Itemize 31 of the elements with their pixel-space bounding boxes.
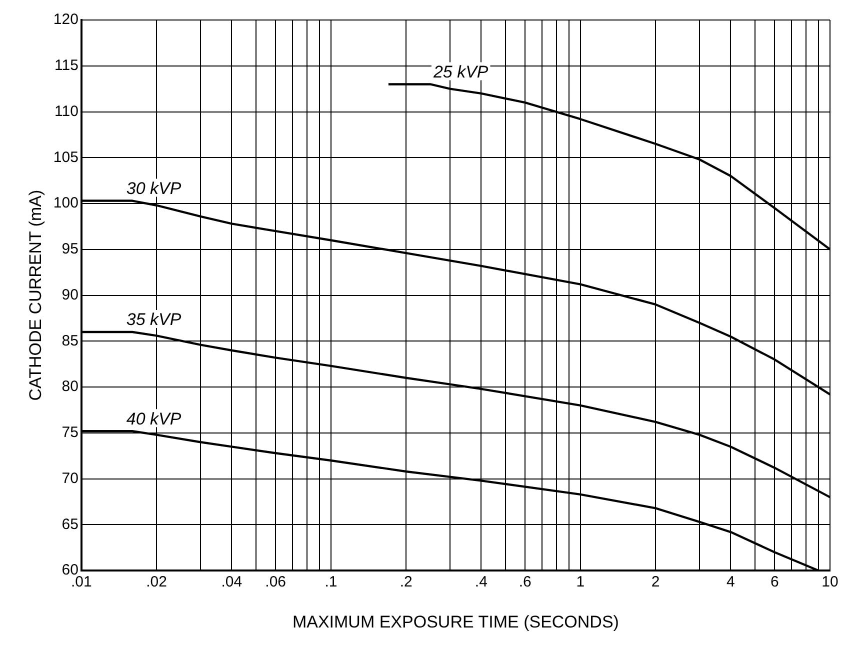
x-tick-label: .02 bbox=[146, 574, 167, 591]
y-tick-label: 75 bbox=[62, 424, 78, 442]
series-label: 40 kVP bbox=[126, 409, 182, 428]
x-tick-label: 2 bbox=[651, 574, 660, 591]
x-tick-label: .2 bbox=[400, 574, 412, 591]
x-tick-label: .04 bbox=[221, 574, 242, 591]
y-tick-label: 70 bbox=[62, 470, 78, 487]
y-tick-label: 105 bbox=[53, 148, 78, 166]
y-tick-label: 100 bbox=[53, 194, 78, 212]
y-tick-label: 115 bbox=[54, 57, 78, 74]
y-tick-label: 65 bbox=[62, 516, 78, 533]
series-label: 35 kVP bbox=[126, 310, 182, 330]
series-label: 25 kVP bbox=[432, 62, 489, 82]
x-tick-label: .06 bbox=[265, 574, 286, 591]
x-tick-label: 10 bbox=[822, 574, 838, 591]
series-label: 30 kVP bbox=[126, 179, 182, 198]
x-tick-label: .01 bbox=[70, 574, 92, 591]
y-axis-title: CATHODE CURRENT (mA) bbox=[26, 190, 45, 401]
y-tick-label: 95 bbox=[62, 240, 78, 258]
y-tick-label: 120 bbox=[53, 11, 78, 28]
x-tick-label: .6 bbox=[518, 574, 532, 591]
y-tick-label: 110 bbox=[54, 102, 78, 120]
y-tick-label: 90 bbox=[62, 286, 78, 304]
x-tick-label: 6 bbox=[770, 574, 779, 591]
x-tick-label: .1 bbox=[324, 574, 338, 591]
x-axis-title: MAXIMUM EXPOSURE TIME (SECONDS) bbox=[292, 612, 619, 632]
x-tick-label: 1 bbox=[576, 574, 585, 591]
y-tick-label: 80 bbox=[62, 378, 78, 396]
y-tick-label: 85 bbox=[62, 332, 78, 350]
x-tick-label: 4 bbox=[726, 574, 735, 591]
x-tick-label: .4 bbox=[474, 574, 488, 591]
